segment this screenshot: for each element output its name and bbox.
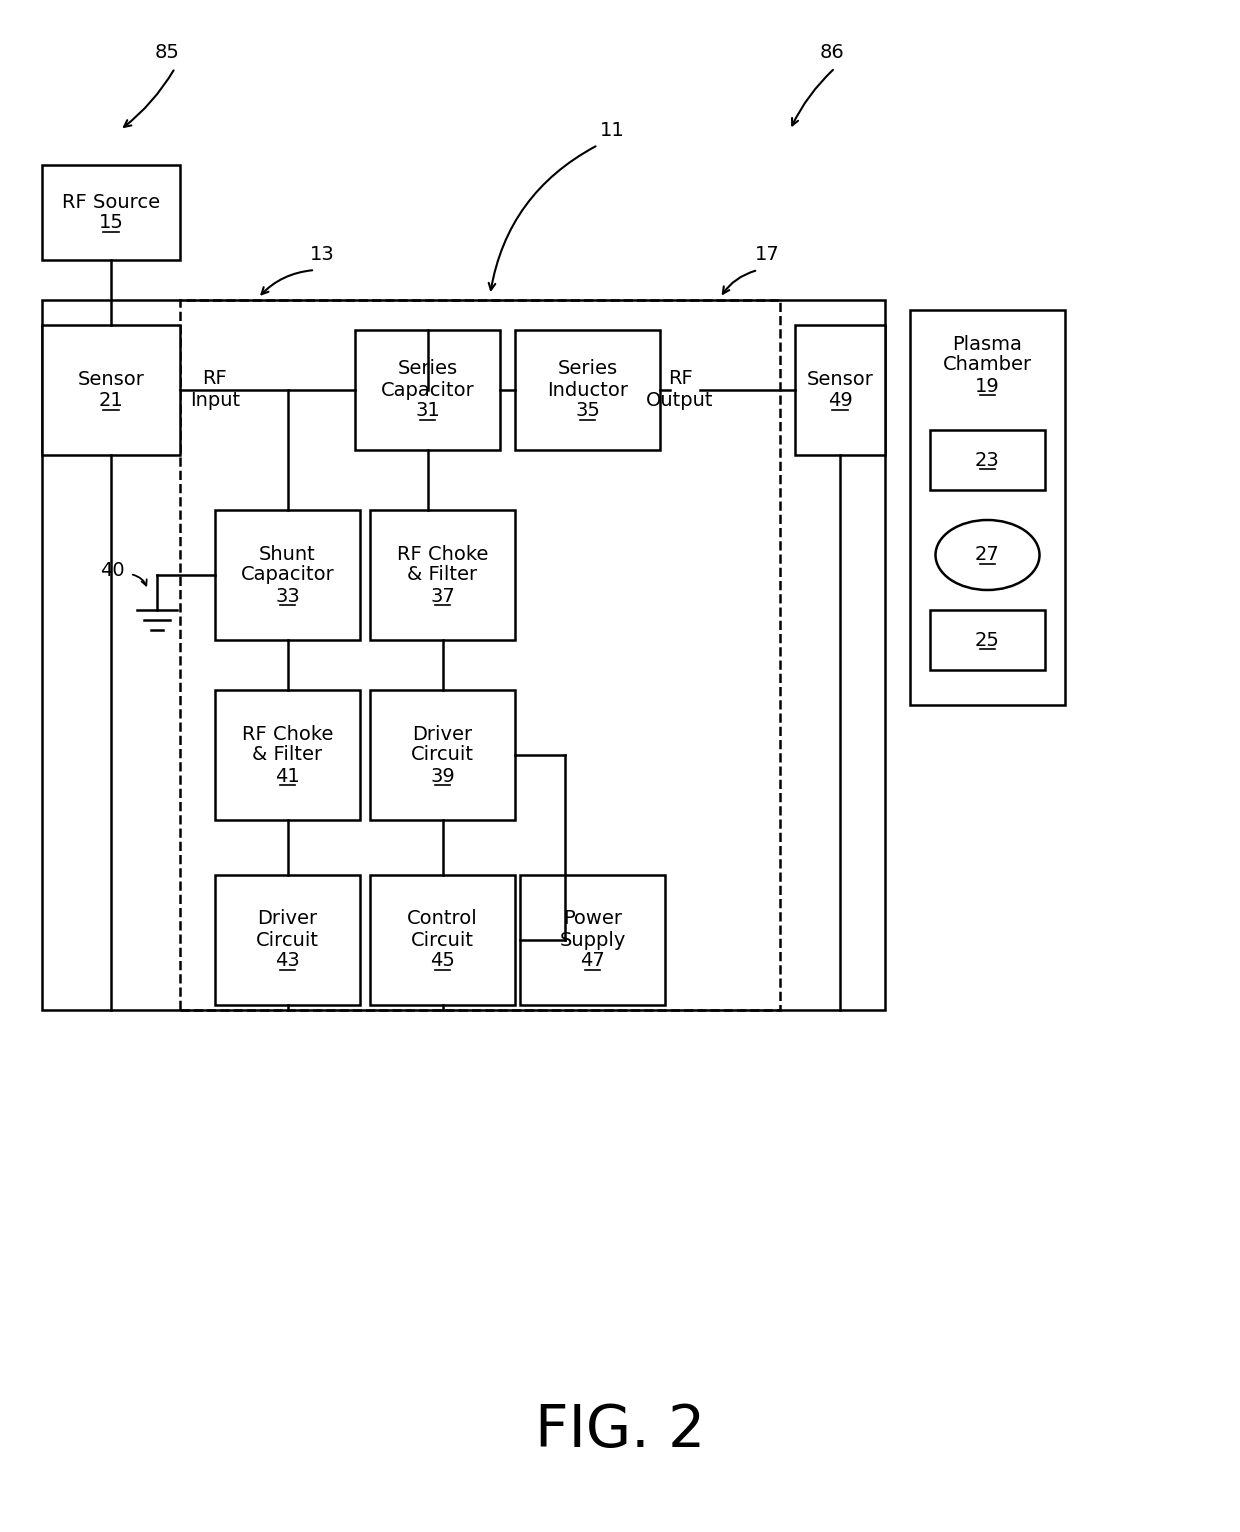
Text: 13: 13 xyxy=(310,245,335,265)
Text: 33: 33 xyxy=(275,587,300,605)
Text: 49: 49 xyxy=(827,391,852,411)
Text: Sensor: Sensor xyxy=(78,371,144,389)
Text: RF Choke: RF Choke xyxy=(397,544,489,564)
Text: 23: 23 xyxy=(975,450,999,469)
FancyArrowPatch shape xyxy=(124,70,174,127)
Text: Circuit: Circuit xyxy=(410,930,474,950)
Text: & Filter: & Filter xyxy=(253,746,322,764)
Text: 85: 85 xyxy=(155,43,180,63)
FancyBboxPatch shape xyxy=(215,510,360,640)
Text: Capacitor: Capacitor xyxy=(381,380,475,400)
Text: RF
Output: RF Output xyxy=(646,369,714,411)
FancyBboxPatch shape xyxy=(215,689,360,820)
Text: 31: 31 xyxy=(415,401,440,420)
FancyArrowPatch shape xyxy=(792,70,833,126)
Text: RF
Input: RF Input xyxy=(190,369,241,411)
Text: FIG. 2: FIG. 2 xyxy=(534,1402,706,1458)
FancyBboxPatch shape xyxy=(42,165,180,260)
Text: Capacitor: Capacitor xyxy=(241,565,335,585)
Text: Sensor: Sensor xyxy=(806,371,873,389)
Ellipse shape xyxy=(935,519,1039,590)
FancyBboxPatch shape xyxy=(370,689,515,820)
Text: Power: Power xyxy=(563,910,622,928)
FancyBboxPatch shape xyxy=(515,329,660,450)
FancyBboxPatch shape xyxy=(355,329,500,450)
Text: 27: 27 xyxy=(975,545,999,564)
FancyBboxPatch shape xyxy=(520,875,665,1005)
Text: RF Source: RF Source xyxy=(62,193,160,211)
Text: Control: Control xyxy=(407,910,477,928)
Text: 15: 15 xyxy=(98,213,124,233)
Text: 21: 21 xyxy=(99,391,123,411)
FancyBboxPatch shape xyxy=(370,510,515,640)
Text: 17: 17 xyxy=(755,245,780,265)
FancyArrowPatch shape xyxy=(262,270,312,294)
FancyBboxPatch shape xyxy=(930,430,1045,490)
Text: Chamber: Chamber xyxy=(942,355,1032,374)
Text: 41: 41 xyxy=(275,766,300,786)
Text: 40: 40 xyxy=(100,561,125,579)
FancyArrowPatch shape xyxy=(133,574,146,585)
FancyBboxPatch shape xyxy=(795,325,885,455)
Text: Inductor: Inductor xyxy=(547,380,627,400)
Text: Series: Series xyxy=(558,360,618,378)
Text: 47: 47 xyxy=(580,951,605,970)
FancyBboxPatch shape xyxy=(370,875,515,1005)
Text: 25: 25 xyxy=(975,631,999,650)
Text: 43: 43 xyxy=(275,951,300,970)
Text: Circuit: Circuit xyxy=(255,930,319,950)
Text: Plasma: Plasma xyxy=(952,334,1023,354)
Text: Circuit: Circuit xyxy=(410,746,474,764)
Text: Driver: Driver xyxy=(258,910,317,928)
Text: & Filter: & Filter xyxy=(408,565,477,585)
FancyArrowPatch shape xyxy=(489,146,595,290)
Text: 35: 35 xyxy=(575,401,600,420)
FancyBboxPatch shape xyxy=(42,325,180,455)
Text: 19: 19 xyxy=(975,377,999,395)
Text: Supply: Supply xyxy=(559,930,626,950)
Text: 11: 11 xyxy=(600,121,625,139)
Text: RF Choke: RF Choke xyxy=(242,725,334,743)
Text: Shunt: Shunt xyxy=(259,544,316,564)
Text: 45: 45 xyxy=(430,951,455,970)
FancyBboxPatch shape xyxy=(215,875,360,1005)
FancyBboxPatch shape xyxy=(910,309,1065,705)
Text: 86: 86 xyxy=(820,43,844,63)
Text: Series: Series xyxy=(398,360,458,378)
Text: Driver: Driver xyxy=(413,725,472,743)
FancyBboxPatch shape xyxy=(930,610,1045,669)
Text: 39: 39 xyxy=(430,766,455,786)
FancyArrowPatch shape xyxy=(723,271,755,294)
Text: 37: 37 xyxy=(430,587,455,605)
